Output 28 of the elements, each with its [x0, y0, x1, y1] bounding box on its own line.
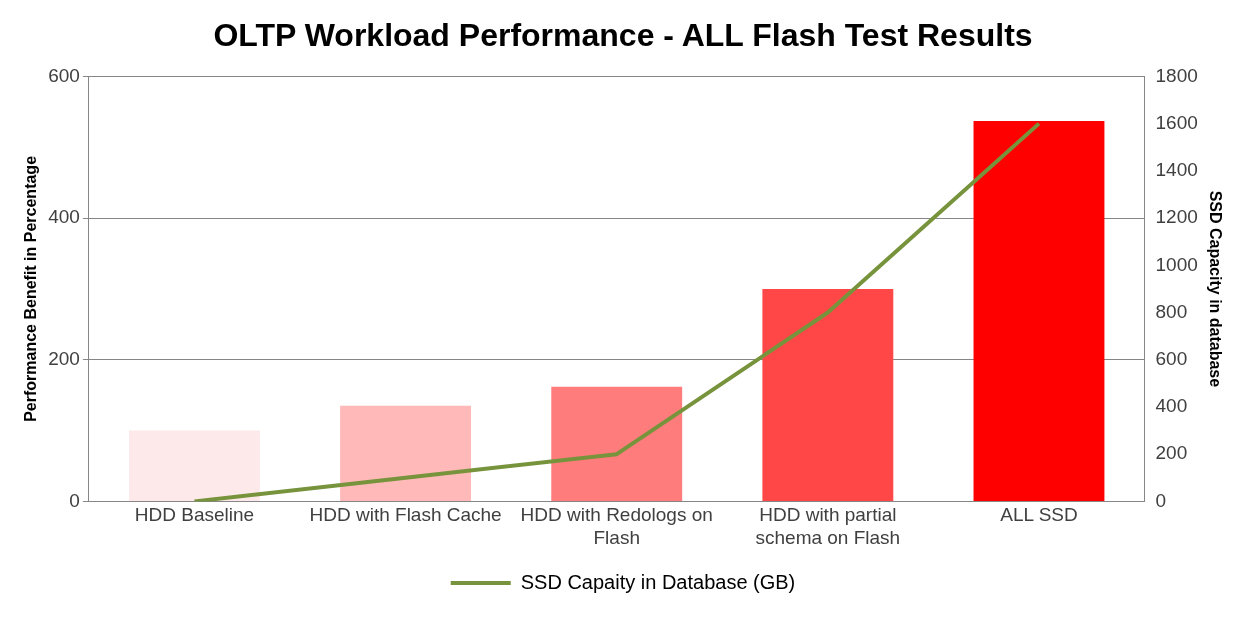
- y2-tick-label: 1400: [1155, 159, 1198, 181]
- x-tick-label: HDD Baseline: [134, 504, 255, 526]
- x-tick-label: HDD with partial schema on Flash: [755, 504, 901, 548]
- y-axis-title: Performance Benefit in Percentage: [22, 155, 40, 422]
- legend-label: SSD Capaity in Database (GB): [520, 570, 796, 593]
- y2-tick-label: 600: [1155, 347, 1188, 369]
- y-tick-label: 0: [69, 489, 80, 511]
- x-tick-label: HDD with Flash Cache: [309, 504, 502, 526]
- x-tick-label: HDD with Redologs on Flash: [520, 504, 713, 548]
- y-tick-label: 600: [48, 64, 80, 86]
- bar: [973, 121, 1105, 501]
- y2-tick-label: 1800: [1155, 64, 1198, 86]
- chart-title: OLTP Workload Performance - ALL Flash Test Results: [213, 17, 1033, 54]
- bar: [551, 386, 683, 501]
- y2-tick-label: 200: [1155, 442, 1188, 464]
- y2-tick-label: 400: [1155, 395, 1188, 417]
- y2-tick-label: 0: [1155, 489, 1167, 511]
- x-tick-label: ALL SSD: [1000, 504, 1078, 526]
- y-tick-label: 200: [48, 347, 80, 369]
- y2-tick-label: 1000: [1155, 253, 1198, 275]
- y2-tick-label: 1600: [1155, 111, 1198, 133]
- y-tick-label: 400: [48, 206, 80, 228]
- bar: [129, 430, 260, 501]
- bar: [762, 288, 894, 501]
- bar: [340, 405, 472, 501]
- y2-tick-label: 1200: [1155, 206, 1198, 228]
- y2-axis-title: SSD Capacity in database: [1206, 190, 1224, 388]
- y2-tick-label: 800: [1155, 300, 1188, 322]
